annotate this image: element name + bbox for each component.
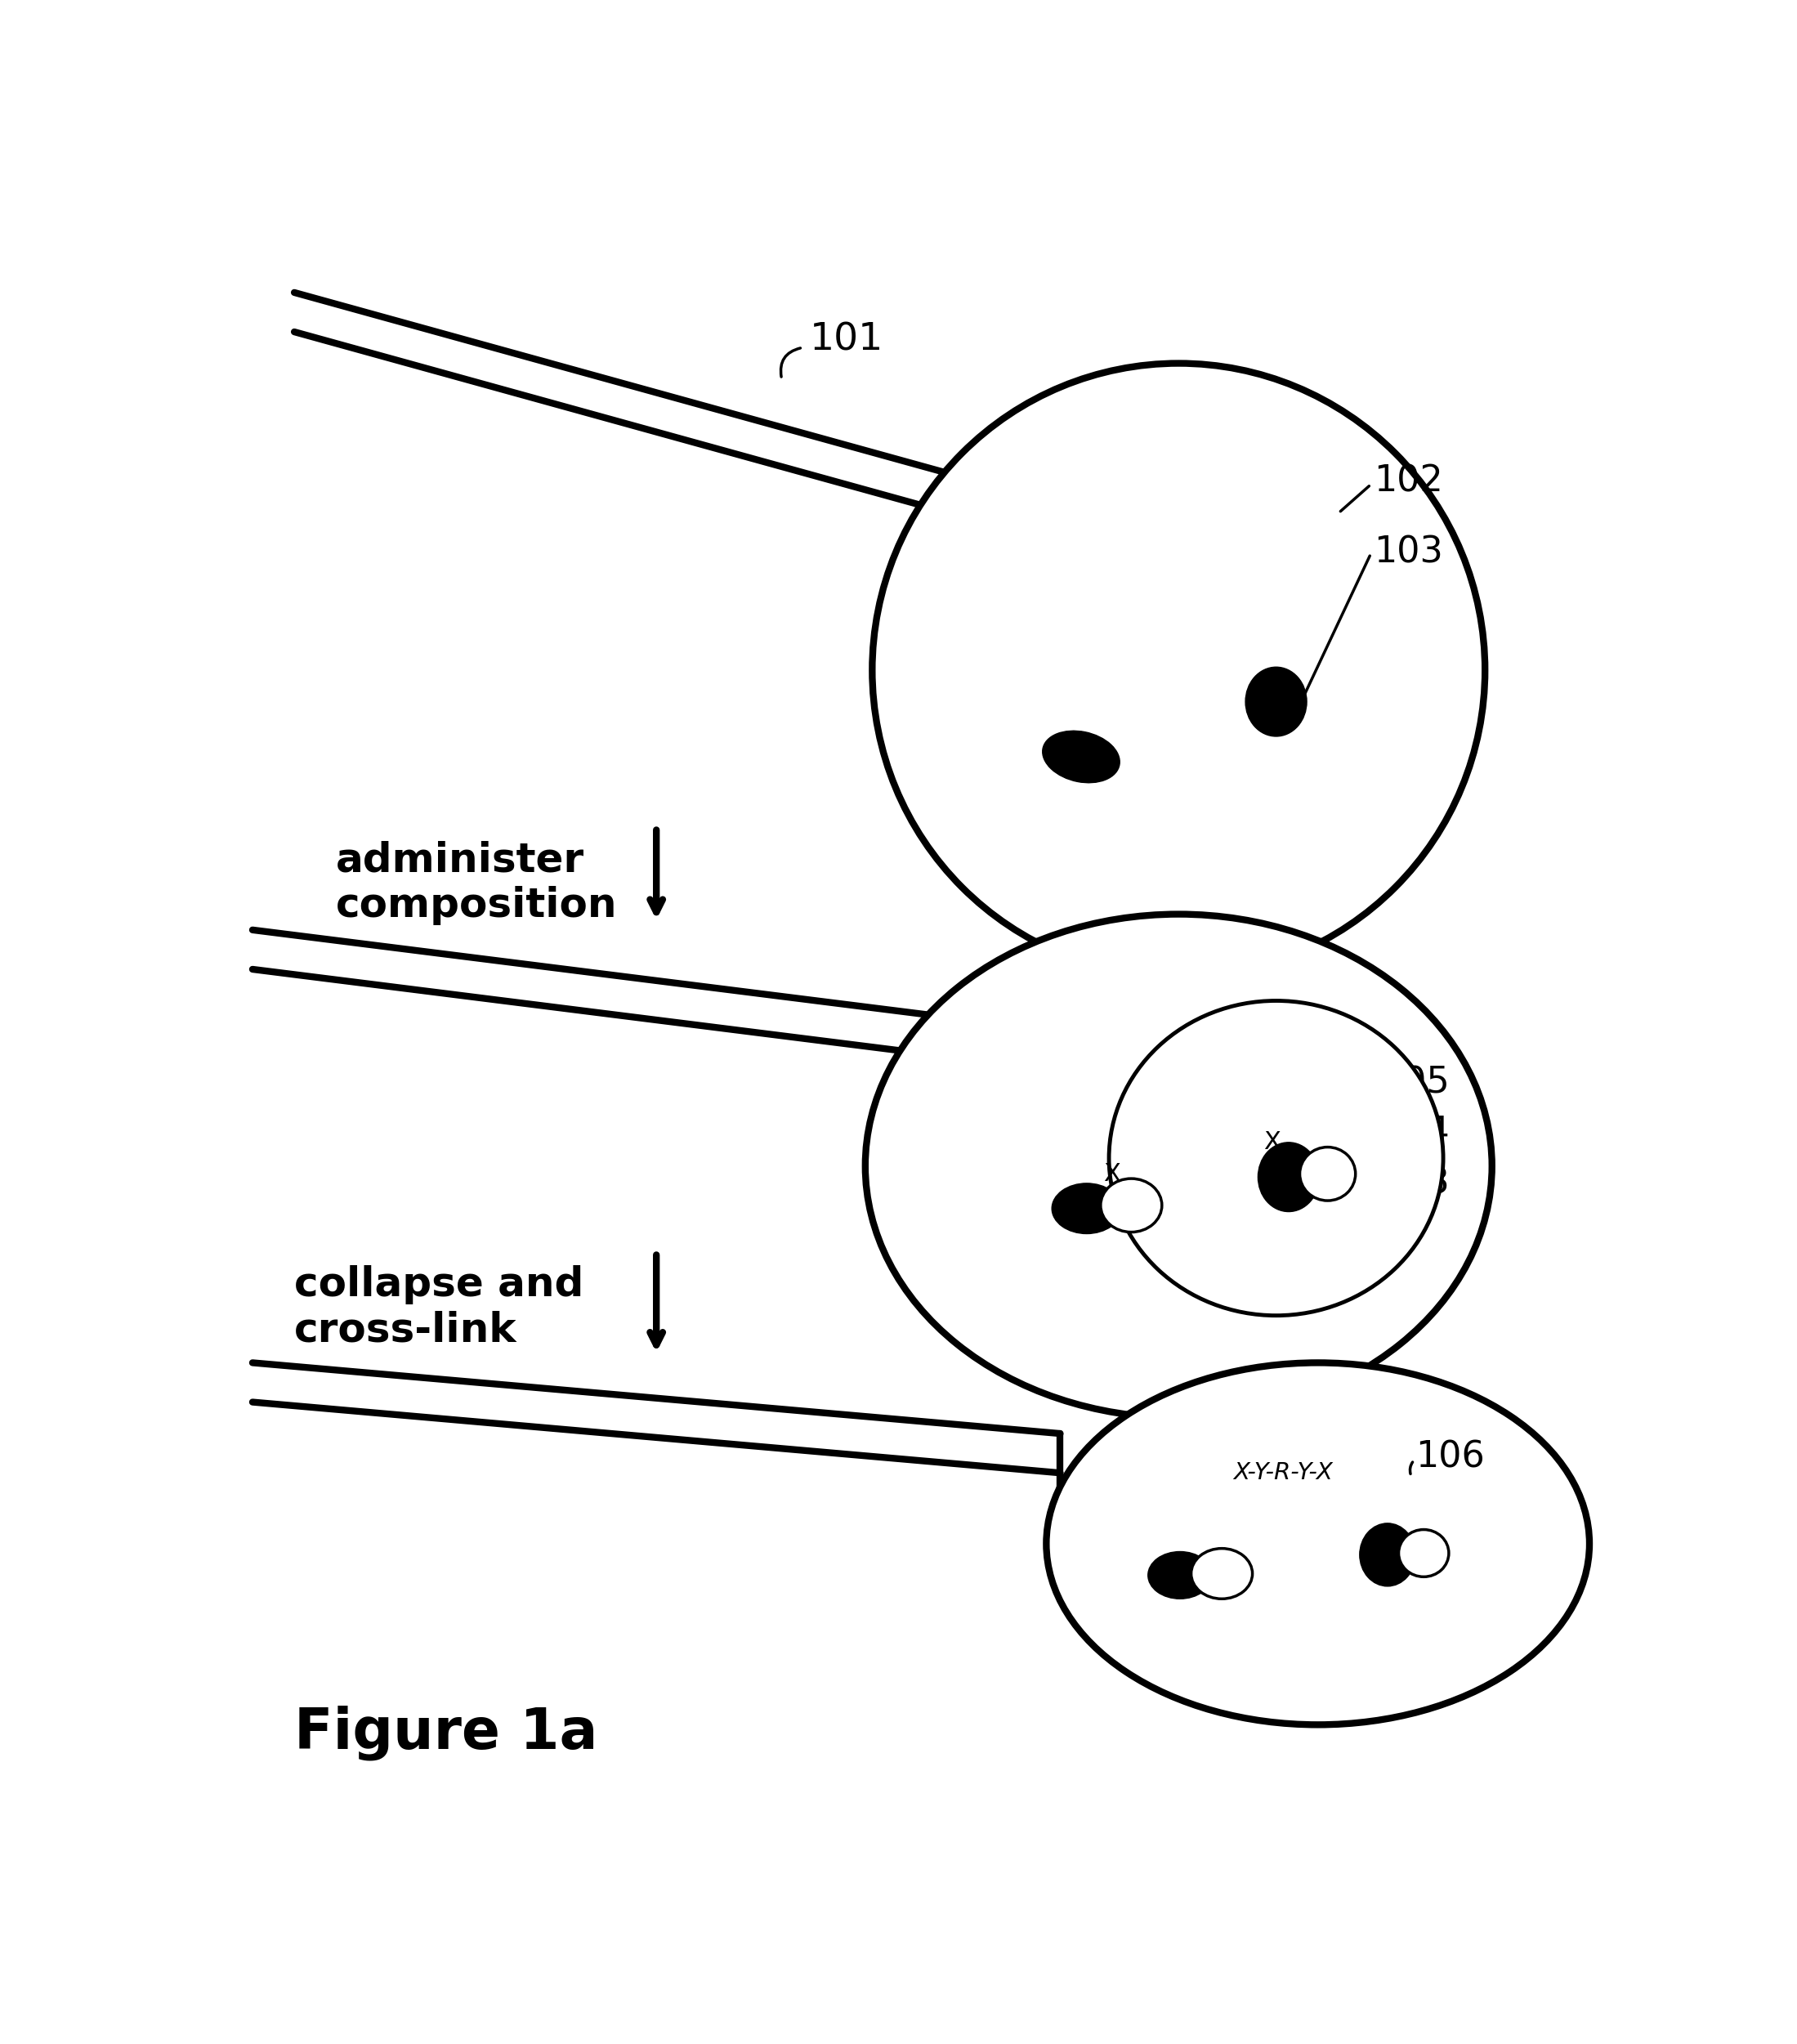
Ellipse shape <box>1360 1523 1416 1586</box>
Ellipse shape <box>1299 1147 1355 1200</box>
Text: 103: 103 <box>1380 1165 1450 1202</box>
Ellipse shape <box>1398 1529 1448 1576</box>
Text: 106: 106 <box>1416 1439 1484 1474</box>
Ellipse shape <box>1100 1179 1163 1233</box>
Ellipse shape <box>1258 1143 1319 1212</box>
Text: X-Y-R-Y-X: X-Y-R-Y-X <box>1233 1461 1333 1484</box>
Ellipse shape <box>1051 1183 1121 1235</box>
Ellipse shape <box>872 364 1484 977</box>
Text: Figure 1a: Figure 1a <box>295 1705 598 1760</box>
Ellipse shape <box>1148 1551 1211 1598</box>
Text: administer
composition: administer composition <box>336 840 618 926</box>
Ellipse shape <box>866 914 1492 1419</box>
Ellipse shape <box>1042 732 1120 783</box>
Ellipse shape <box>1046 1363 1590 1725</box>
Text: 101: 101 <box>809 321 884 358</box>
Ellipse shape <box>1109 1002 1443 1316</box>
Ellipse shape <box>1191 1549 1253 1598</box>
Text: 103: 103 <box>1373 536 1443 570</box>
Text: X: X <box>1263 1130 1281 1155</box>
Text: X: X <box>1103 1163 1120 1186</box>
Ellipse shape <box>1245 666 1306 736</box>
Text: collapse and
cross-link: collapse and cross-link <box>295 1265 584 1349</box>
Text: 104: 104 <box>1380 1116 1450 1151</box>
Text: 102: 102 <box>1373 464 1443 499</box>
Text: 105: 105 <box>1380 1065 1450 1100</box>
